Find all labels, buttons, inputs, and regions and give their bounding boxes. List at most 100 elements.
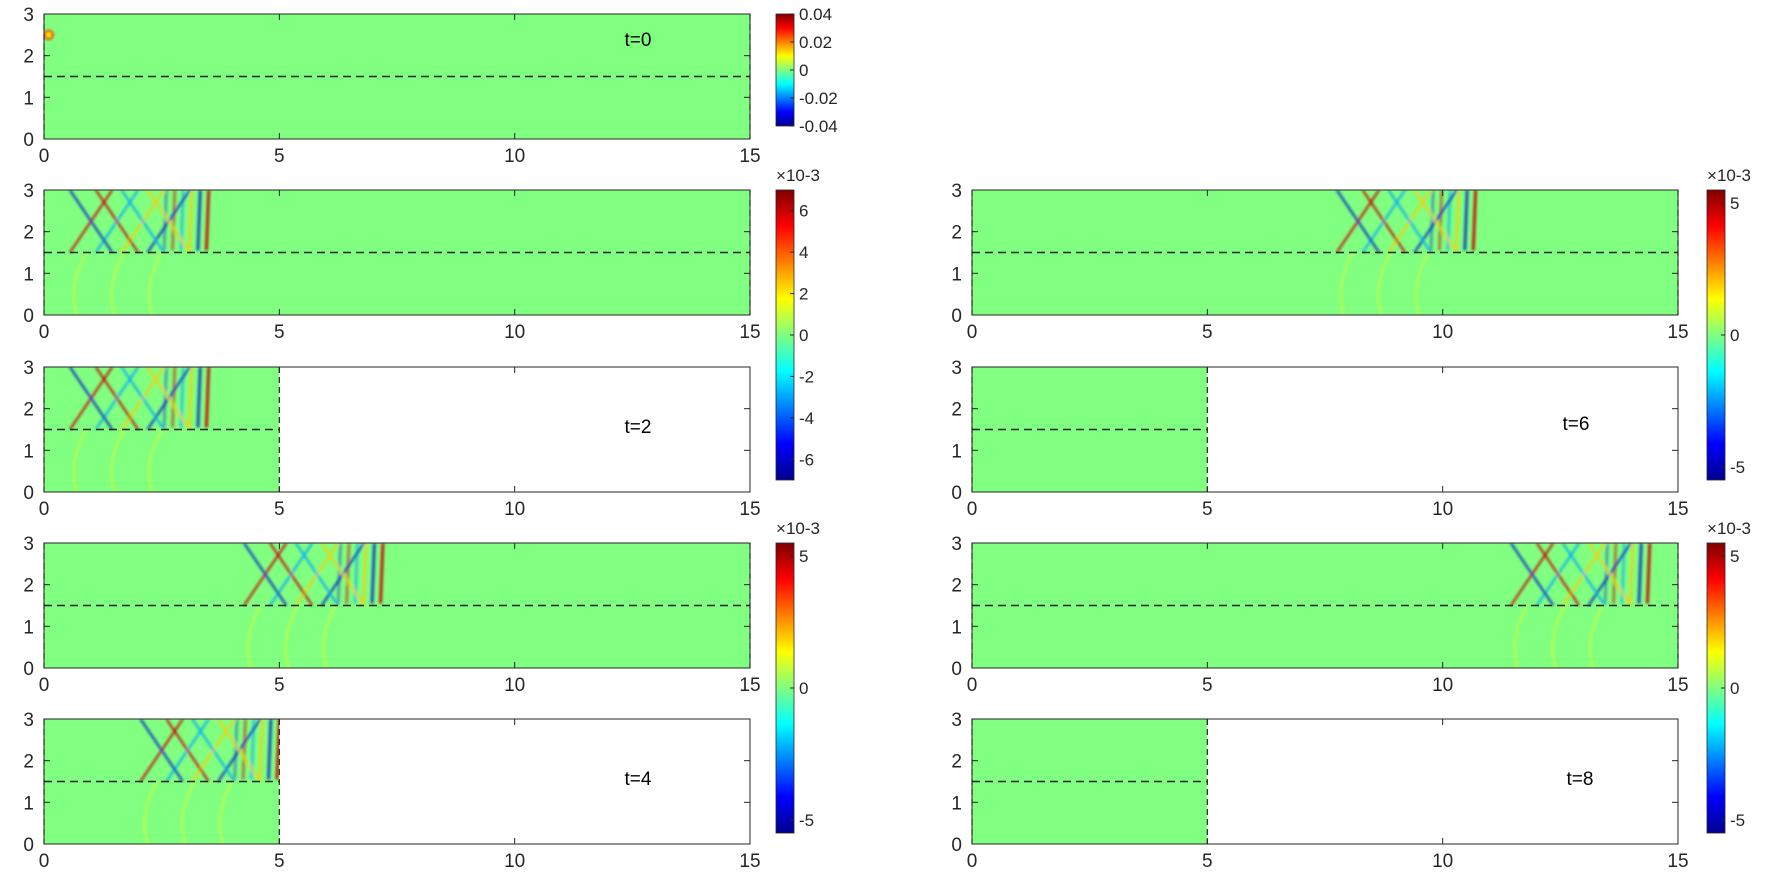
time-label: t=4 [625, 769, 652, 790]
y-tick-label: 3 [951, 710, 962, 731]
x-tick-label: 10 [504, 322, 525, 343]
y-tick-label: 1 [23, 441, 34, 462]
y-tick-label: 1 [951, 264, 962, 285]
x-tick-label: 10 [504, 851, 525, 872]
source-core [46, 32, 52, 38]
x-tick-label: 10 [1432, 322, 1453, 343]
time-label: t=0 [625, 30, 652, 51]
x-tick-label: 5 [1202, 322, 1213, 343]
colorbar-tick-label: 5 [1730, 194, 1739, 213]
wave-transmitted [180, 780, 196, 844]
colorbar-tick-label: 2 [799, 285, 808, 304]
x-tick-label: 5 [274, 851, 285, 872]
x-tick-label: 10 [1432, 675, 1453, 696]
wave-front [1437, 190, 1444, 251]
x-tick-label: 15 [739, 146, 760, 167]
y-tick-label: 3 [951, 534, 962, 555]
wave-front [187, 190, 194, 251]
colorbar-tick-label: -6 [799, 450, 814, 469]
wave-reflection [1587, 543, 1632, 607]
wave-front [241, 719, 247, 780]
x-tick-label: 0 [39, 322, 50, 343]
y-tick-label: 0 [23, 835, 34, 856]
colorbar-cb4: 5 0 -5 ×10-3 [1706, 166, 1751, 481]
x-tick-label: 15 [739, 322, 760, 343]
y-tick-label: 2 [951, 752, 962, 773]
wave-reflection [269, 543, 314, 607]
panel-p5: 0 5 10 15 0 1 2 3 t=4 [23, 710, 760, 872]
y-tick-label: 3 [951, 358, 962, 379]
wave-reflection [165, 719, 210, 783]
wave-reflection [1561, 543, 1606, 607]
wave-front [1628, 543, 1635, 604]
x-tick-label: 10 [1432, 499, 1453, 520]
wave-front [233, 719, 239, 780]
wave-reflection [243, 543, 288, 607]
x-tick-label: 0 [967, 499, 978, 520]
y-tick-label: 2 [23, 47, 34, 68]
x-tick-label: 5 [1202, 499, 1213, 520]
wave-front [1612, 543, 1618, 604]
wave-reflection [146, 190, 191, 254]
panel-p1: 0 5 10 15 0 1 2 3 t=0 [23, 5, 760, 167]
colorbar-tick-label: 0.02 [799, 33, 832, 52]
colorbar-tick-label: -0.04 [799, 117, 838, 136]
y-tick-label: 0 [951, 835, 962, 856]
y-tick-label: 3 [23, 5, 34, 26]
wave-reflection [146, 367, 191, 431]
wave-reflection [1335, 190, 1381, 254]
x-tick-label: 5 [274, 322, 285, 343]
y-tick-label: 3 [951, 181, 962, 202]
x-tick-label: 0 [967, 675, 978, 696]
wave-front [196, 367, 202, 428]
y-tick-label: 0 [23, 659, 34, 680]
wave-transmitted [72, 251, 88, 315]
wave-front [267, 719, 273, 780]
x-tick-label: 15 [739, 675, 760, 696]
x-tick-label: 5 [274, 499, 285, 520]
wave-front [162, 367, 168, 428]
x-tick-label: 5 [274, 146, 285, 167]
wave-front [1603, 543, 1609, 604]
colorbar-tick-label: -5 [1730, 458, 1745, 477]
wave-reflection [1535, 543, 1581, 607]
y-tick-label: 1 [23, 264, 34, 285]
wave-reflection [68, 367, 114, 431]
wave-pattern-p1 [44, 29, 54, 40]
y-tick-label: 2 [23, 400, 34, 421]
colorbar-tick-label: 0.04 [799, 5, 832, 24]
colorbar-tick-label: -5 [1730, 811, 1745, 830]
y-tick-label: 1 [951, 617, 962, 638]
colorbar-cb5: 5 0 -5 ×10-3 [1706, 519, 1751, 834]
wave-front [336, 543, 343, 604]
y-tick-label: 0 [951, 306, 962, 327]
y-tick-label: 2 [23, 576, 34, 597]
x-tick-label: 15 [739, 499, 760, 520]
wave-transmitted [109, 251, 126, 315]
wave-front [170, 367, 177, 428]
panel-p9: 0 5 10 15 0 1 2 3 t=8 [951, 710, 1688, 872]
wave-reflection [1361, 190, 1406, 254]
wave-transmitted [1376, 251, 1393, 315]
wave-front [196, 190, 202, 251]
wave-front [258, 719, 264, 780]
x-tick-label: 15 [1667, 851, 1688, 872]
wave-reflection [1387, 190, 1432, 254]
wave-transmitted [147, 428, 163, 492]
wave-transmitted [72, 428, 88, 492]
panel-p2: 0 5 10 15 0 1 2 3 [23, 181, 760, 343]
colorbar-tick-label: 6 [799, 202, 808, 221]
x-tick-label: 0 [967, 322, 978, 343]
wave-reflection [68, 190, 114, 254]
y-tick-label: 2 [951, 400, 962, 421]
wave-front [170, 190, 177, 251]
colorbar-tick-label: -5 [799, 811, 814, 830]
wave-reflection [1413, 190, 1458, 254]
y-tick-label: 2 [23, 223, 34, 244]
wave-reflection [191, 719, 236, 783]
x-tick-label: 10 [504, 499, 525, 520]
wave-transmitted [218, 780, 234, 844]
wave-pattern-p3 [68, 367, 211, 492]
wave-transmitted [147, 251, 163, 315]
panel-p3: 0 5 10 15 0 1 2 3 t=2 [23, 358, 760, 520]
